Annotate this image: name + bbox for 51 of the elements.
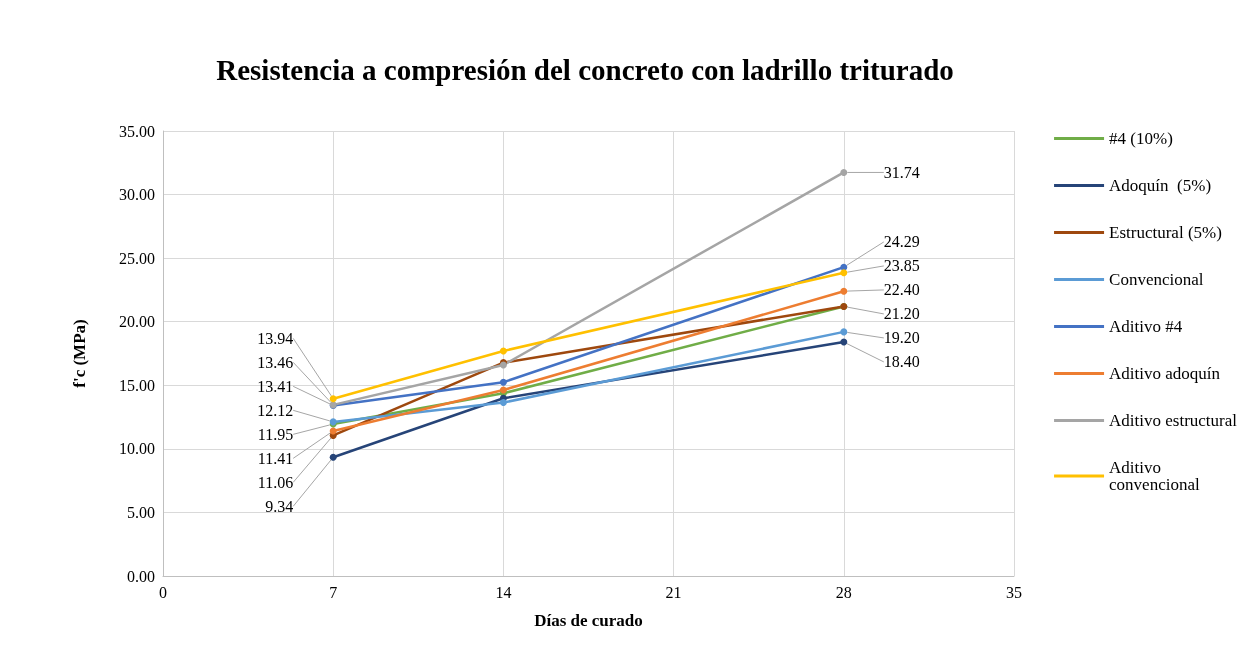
point [499,347,507,355]
data-label: 9.34 [265,497,294,515]
x-tick-label: 7 [329,583,338,601]
data-label: 11.06 [257,473,294,491]
y-tick-label: 0.00 [127,567,155,585]
point [329,395,337,403]
data-label: 13.46 [257,353,294,371]
y-tick-label: 15.00 [119,376,155,394]
point [329,427,337,435]
point [840,328,848,336]
point [840,287,848,295]
data-label: 11.95 [257,425,294,443]
data-label: 11.41 [257,449,294,467]
y-axis-title: f'c (MPa) [70,319,89,388]
point [840,168,848,176]
legend-label: Aditivo convencional [1109,458,1200,494]
legend-label: Estructural (5%) [1109,223,1222,242]
legend-label: Aditivo estructural [1109,411,1238,430]
data-label: 12.12 [257,401,294,419]
legend-label: Adoquín (5%) [1109,176,1212,195]
y-tick-label: 35.00 [119,122,155,140]
x-tick-label: 21 [665,583,682,601]
y-tick-label: 5.00 [127,503,155,521]
x-tick-label: 14 [495,583,512,601]
chart-title: Resistencia a compresión del concreto con ladrillo triturado [216,53,954,86]
legend-label: Aditivo #4 [1109,317,1183,336]
y-tick-label: 10.00 [119,440,155,458]
data-label: 19.20 [883,329,920,347]
data-label: 22.40 [883,281,920,299]
point [329,453,337,461]
data-label: 31.74 [883,163,920,181]
data-label: 13.94 [257,329,294,347]
point [840,269,848,277]
data-label: 18.40 [883,353,920,371]
y-tick-label: 25.00 [119,249,155,267]
x-axis-title: Días de curado [534,611,643,630]
legend-label: Convencional [1109,270,1204,289]
data-label: 21.20 [883,305,920,323]
x-tick-label: 0 [159,583,167,601]
y-tick-label: 20.00 [119,313,155,331]
point [499,399,507,407]
legend-label: Aditivo adoquín [1109,364,1221,383]
point [840,338,848,346]
legend-label: #4 (10%) [1109,129,1173,148]
y-tick-label: 30.00 [119,186,155,204]
data-label: 23.85 [883,257,920,275]
data-label: 24.29 [883,233,920,251]
x-tick-label: 28 [835,583,852,601]
point [499,378,507,386]
data-label: 13.41 [257,377,294,395]
x-tick-label: 35 [1006,583,1022,601]
